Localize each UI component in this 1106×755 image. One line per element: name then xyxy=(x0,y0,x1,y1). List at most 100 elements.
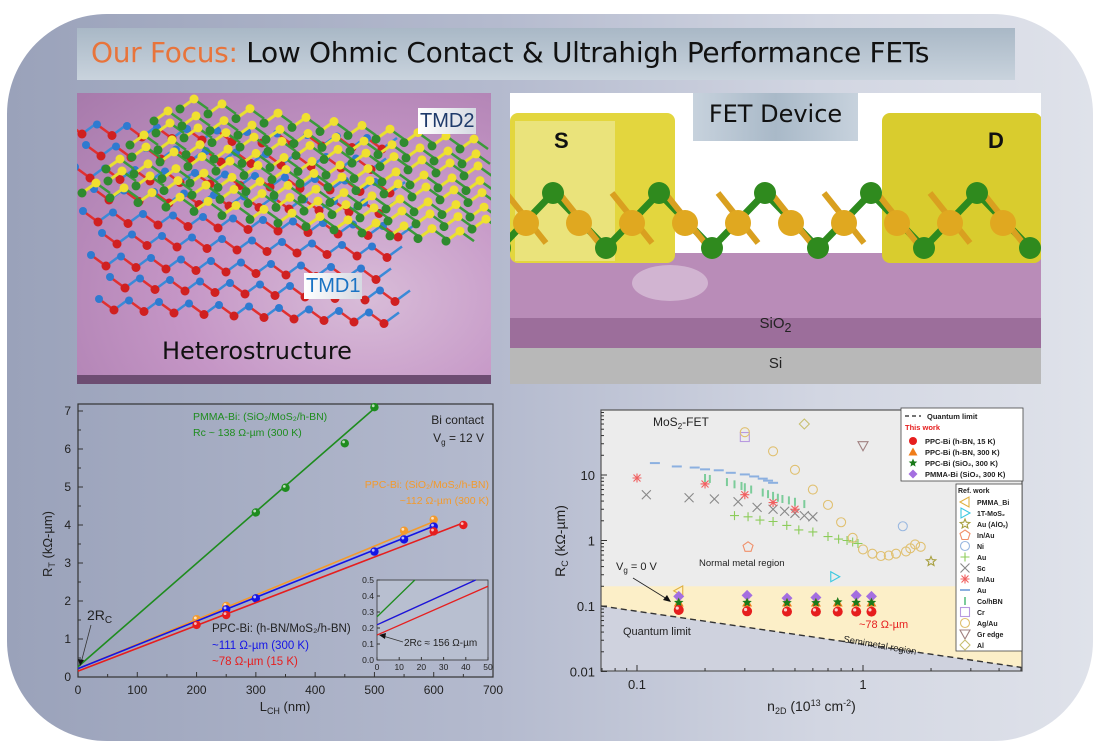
atom-metal xyxy=(141,142,151,152)
legend-this-work-item: PPC-Bi (h-BN, 15 K) xyxy=(925,437,996,446)
marker-circle xyxy=(959,540,971,552)
marker-triangle-down xyxy=(959,629,971,641)
legend-ref-marker xyxy=(959,606,971,618)
data-point-0 xyxy=(340,439,349,448)
atom-metal xyxy=(150,285,160,294)
ref-point-ag-au xyxy=(768,446,779,457)
inset-y-tick-label: 0.0 xyxy=(362,655,374,665)
legend-ref-item: Sc xyxy=(977,566,986,573)
data-point-highlight xyxy=(253,509,257,513)
ref-point-au-alo- xyxy=(924,554,938,567)
atom-s xyxy=(403,165,413,175)
atom-metal xyxy=(77,129,87,139)
atom-metal xyxy=(389,152,399,162)
legend-ref-marker xyxy=(959,617,971,629)
data-point-highlight xyxy=(431,516,434,520)
heterostructure-lattice xyxy=(77,94,491,328)
atom-metal xyxy=(115,175,125,184)
annotation-ppc-sio2-line1: PPC-Bi: (SiO₂/MoS₂/h-BN) xyxy=(365,479,489,491)
atom-s xyxy=(278,238,286,246)
y-tick-label: 0.1 xyxy=(577,599,595,614)
ref-point-au xyxy=(768,517,778,527)
atom-metal xyxy=(202,244,212,253)
ref-point-ag-au xyxy=(857,544,869,555)
atom-s xyxy=(338,241,346,249)
ref-point-sc xyxy=(807,511,818,522)
atom-s xyxy=(289,217,297,226)
inset-y-tick-label: 0.1 xyxy=(362,639,374,649)
ref-point-ag-au xyxy=(875,550,886,562)
atom-s xyxy=(913,237,935,259)
atom-metal xyxy=(231,201,241,210)
marker-plus xyxy=(834,534,844,544)
atom-s xyxy=(349,174,359,184)
y-tick-label: 6 xyxy=(64,442,71,456)
legend-ref-item: PMMA_Bi xyxy=(977,500,1009,507)
atom-metal xyxy=(287,208,297,218)
point-pmma-bi-sio2-300k xyxy=(741,589,753,601)
atom-s xyxy=(215,301,223,309)
atom-s xyxy=(101,164,111,174)
atom-s xyxy=(295,178,305,188)
marker-circle xyxy=(789,464,801,475)
atom-metal xyxy=(319,316,329,325)
ref-point-au xyxy=(729,511,739,521)
atom-s xyxy=(207,138,217,148)
atom-s xyxy=(263,146,273,156)
sio2-text: SiO xyxy=(759,315,785,332)
atom-metal xyxy=(387,140,397,150)
atom-metal xyxy=(251,148,261,158)
atom-s xyxy=(109,208,117,217)
atom-s xyxy=(381,204,391,214)
marker-circle xyxy=(739,427,750,438)
atom-s xyxy=(147,254,155,262)
marker-x xyxy=(752,502,763,513)
atom-metal xyxy=(143,159,153,169)
atom-metal xyxy=(307,156,317,166)
atom-s xyxy=(351,186,361,196)
atom-s xyxy=(429,156,439,166)
atom-metal xyxy=(169,147,179,157)
ref-point-ag-au xyxy=(739,427,750,438)
atom-metal xyxy=(217,99,227,109)
inset-x-tick-label: 0 xyxy=(375,662,380,672)
annotation-vg: Vg = 12 V xyxy=(433,431,484,447)
atom-metal xyxy=(379,319,389,328)
atom-s xyxy=(199,213,207,221)
atom-metal xyxy=(169,308,179,318)
atom-metal xyxy=(270,291,280,300)
atom-s xyxy=(196,277,204,286)
x-tick-label: 1 xyxy=(859,677,866,692)
atom-metal xyxy=(183,222,193,231)
marker-plus xyxy=(842,536,852,545)
y-tick-label: 1 xyxy=(588,534,595,549)
legend-ref-marker xyxy=(960,552,970,562)
point-highlight xyxy=(743,607,748,612)
data-point-highlight xyxy=(371,548,375,552)
atom-metal xyxy=(481,214,491,224)
data-point-3 xyxy=(459,520,468,530)
ref-point-au xyxy=(755,515,765,525)
y-tick-label: 5 xyxy=(64,480,71,494)
atom-metal xyxy=(91,178,101,188)
atom-metal xyxy=(331,132,341,142)
marker-plus xyxy=(743,512,753,522)
atom-s xyxy=(375,162,385,172)
data-point-1 xyxy=(399,526,409,535)
atom-metal xyxy=(390,297,400,306)
atom-metal xyxy=(273,226,283,236)
atom-s xyxy=(355,213,365,223)
inset-arrow xyxy=(382,635,404,643)
atom-metal xyxy=(101,261,111,271)
y-tick-label: 0 xyxy=(64,670,71,684)
annotation-pmma-line1: PMMA-Bi: (SiO₂/MoS₂/h-BN) xyxy=(193,411,327,423)
marker-circle xyxy=(915,541,926,552)
marker-triangle-right xyxy=(830,570,841,583)
atom-metal xyxy=(455,226,465,236)
ref-point-ag-au xyxy=(847,532,858,543)
atom-metal xyxy=(85,173,95,183)
legend-ref-marker xyxy=(960,507,972,519)
atom-metal xyxy=(189,94,199,104)
legend-ref-marker xyxy=(959,540,971,552)
